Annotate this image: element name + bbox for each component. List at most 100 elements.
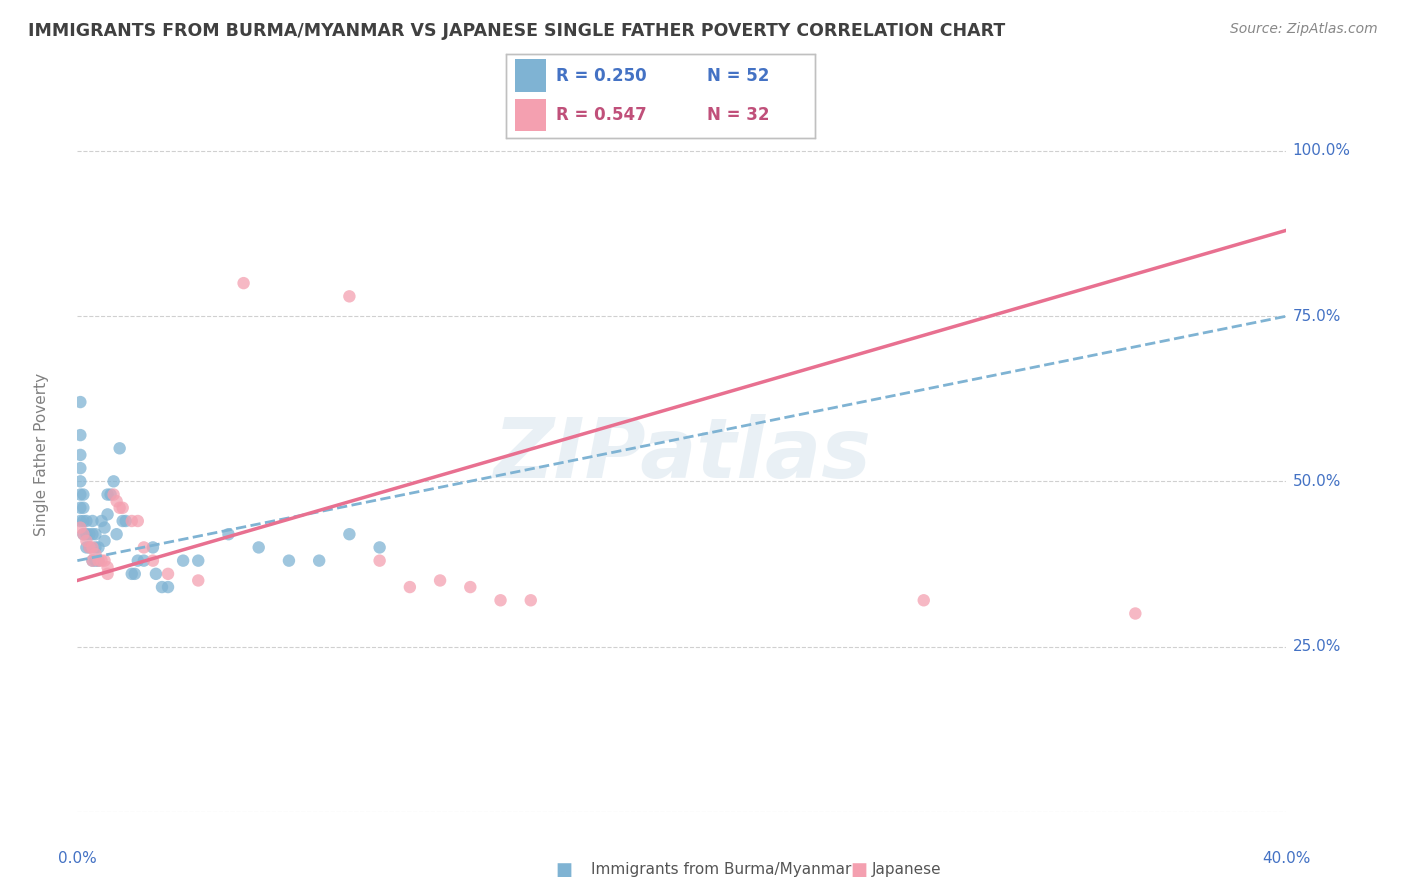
Point (96, 508, 118, 522)
Point (187, 574, 209, 588)
Point (87, 554, 110, 568)
Point (218, 527, 240, 541)
Point (96, 487, 118, 501)
Point (69, 520, 91, 534)
Point (1123, 607, 1146, 621)
Point (103, 487, 125, 501)
Point (90, 554, 112, 568)
Point (111, 514, 134, 528)
Text: N = 52: N = 52 (707, 68, 769, 86)
Point (127, 554, 149, 568)
Text: ■: ■ (555, 861, 572, 879)
Point (75, 533, 97, 548)
Text: ZIPatlas: ZIPatlas (494, 415, 870, 495)
Point (79, 527, 101, 541)
Point (82, 514, 104, 528)
Text: Immigrants from Burma/Myanmar: Immigrants from Burma/Myanmar (591, 863, 851, 877)
Point (489, 593, 512, 607)
Text: 40.0%: 40.0% (1263, 851, 1310, 866)
Text: R = 0.547: R = 0.547 (555, 106, 647, 124)
Point (72, 487, 94, 501)
Text: N = 32: N = 32 (707, 106, 769, 124)
Point (72, 527, 94, 541)
Point (93, 520, 115, 534)
Point (121, 566, 143, 581)
Text: 100.0%: 100.0% (1292, 144, 1351, 159)
Text: Source: ZipAtlas.com: Source: ZipAtlas.com (1230, 22, 1378, 37)
Text: 25.0%: 25.0% (1292, 639, 1341, 654)
Point (93, 533, 115, 548)
Point (124, 566, 146, 581)
Point (108, 500, 131, 515)
Point (84, 547, 107, 561)
Point (187, 554, 209, 568)
Text: 0.0%: 0.0% (58, 851, 97, 866)
Point (278, 554, 301, 568)
Text: Single Father Poverty: Single Father Poverty (34, 374, 49, 536)
Point (96, 560, 118, 574)
Point (105, 494, 128, 508)
Point (69, 475, 91, 489)
Point (96, 566, 118, 581)
Point (82, 554, 104, 568)
Point (69, 448, 91, 462)
Point (172, 554, 194, 568)
Text: 50.0%: 50.0% (1292, 474, 1341, 489)
Point (69, 461, 91, 475)
Point (69, 514, 91, 528)
Point (75, 514, 97, 528)
Point (100, 487, 122, 501)
Point (82, 527, 104, 541)
Point (127, 514, 149, 528)
Point (75, 527, 97, 541)
Point (114, 514, 136, 528)
Point (150, 580, 173, 594)
Point (132, 541, 155, 555)
Point (157, 566, 180, 581)
Point (84, 527, 107, 541)
Point (145, 566, 167, 581)
Point (429, 574, 451, 588)
Point (79, 541, 101, 555)
Text: Japanese: Japanese (872, 863, 942, 877)
Point (84, 541, 107, 555)
Point (72, 527, 94, 541)
Point (308, 554, 330, 568)
Point (247, 541, 270, 555)
Point (69, 500, 91, 515)
Point (232, 276, 254, 290)
Point (111, 500, 134, 515)
Point (90, 514, 112, 528)
Bar (516, 99, 547, 131)
Point (84, 554, 107, 568)
Point (87, 541, 110, 555)
Point (132, 554, 155, 568)
Point (121, 514, 143, 528)
Point (69, 395, 91, 409)
Point (82, 541, 104, 555)
Point (108, 442, 131, 456)
Text: 75.0%: 75.0% (1292, 309, 1341, 324)
Point (69, 487, 91, 501)
Point (458, 580, 481, 594)
Point (103, 475, 125, 489)
Point (337, 289, 360, 303)
Text: IMMIGRANTS FROM BURMA/MYANMAR VS JAPANESE SINGLE FATHER POVERTY CORRELATION CHAR: IMMIGRANTS FROM BURMA/MYANMAR VS JAPANES… (28, 22, 1005, 40)
Point (142, 554, 165, 568)
Point (368, 541, 391, 555)
Point (75, 541, 97, 555)
Bar (516, 60, 547, 92)
Point (79, 541, 101, 555)
Point (93, 554, 115, 568)
Point (142, 541, 165, 555)
Point (72, 500, 94, 515)
Point (82, 554, 104, 568)
Text: R = 0.250: R = 0.250 (555, 68, 647, 86)
Point (399, 580, 422, 594)
Point (87, 554, 110, 568)
Text: ■: ■ (851, 861, 868, 879)
Point (520, 593, 543, 607)
Point (157, 580, 180, 594)
Point (337, 527, 360, 541)
Point (912, 593, 935, 607)
